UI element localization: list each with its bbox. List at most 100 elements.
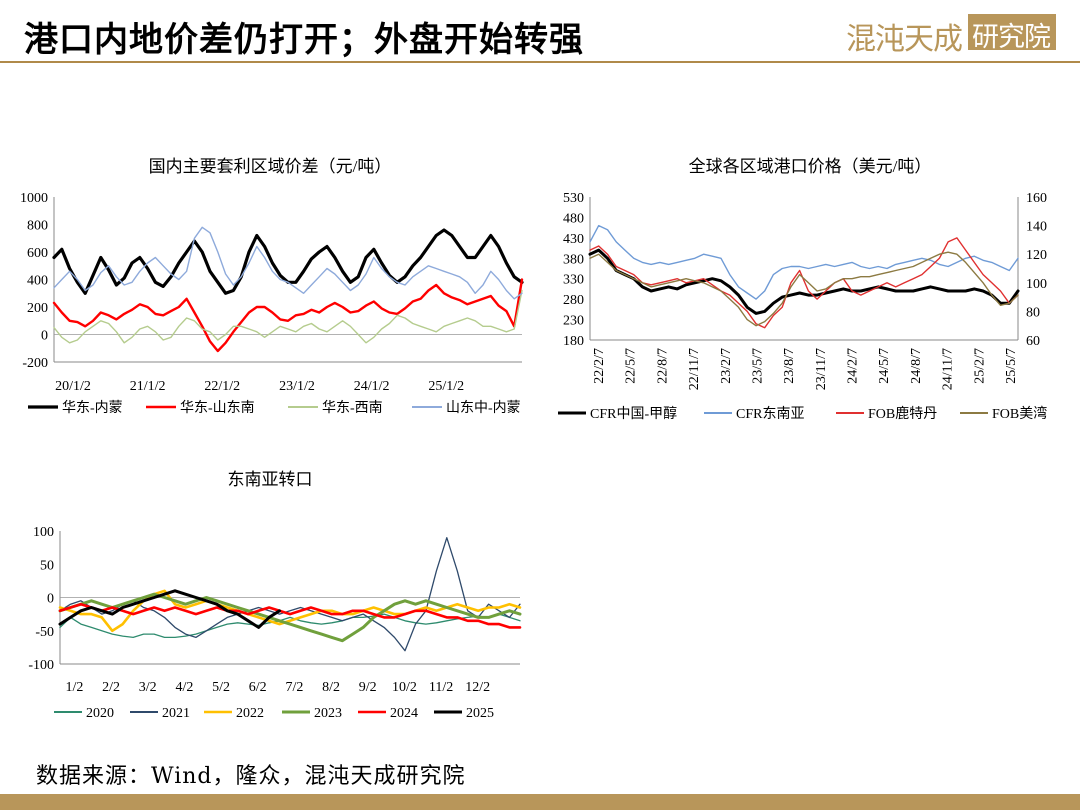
legend-label: 2021: [162, 706, 190, 721]
series-line-4: [58, 592, 522, 643]
x-tick-label: 23/2/7: [719, 348, 734, 384]
y-tick-label: 50: [40, 558, 54, 573]
chart-title: 国内主要套利区域价差（元/吨）: [149, 157, 392, 176]
legend-label: 华东-内蒙: [62, 400, 123, 416]
y2-tick-label: 120: [1026, 248, 1047, 263]
x-tick-label: 10/2: [392, 680, 417, 695]
legend-label: FOB美湾: [992, 405, 1047, 422]
series-line-1: [588, 248, 1020, 315]
x-tick-label: 5/2: [212, 680, 230, 695]
y-tick-label: 430: [563, 232, 584, 247]
x-tick-label: 24/8/7: [909, 348, 924, 384]
chart-title: 东南亚转口: [228, 470, 313, 489]
y2-tick-label: 160: [1026, 191, 1047, 206]
data-source-note: 数据来源：Wind，隆众，混沌天成研究院: [36, 764, 466, 789]
legend-label: 华东-西南: [322, 400, 383, 416]
logo-badge-text: 研究院: [972, 22, 1051, 53]
chart-domestic-spread: 国内主要套利区域价差（元/吨） -200 0 200 400 600 800 1000 20/1…: [20, 157, 524, 416]
y2-tick-label: 140: [1026, 220, 1047, 235]
legend-label: 华东-山东南: [180, 400, 255, 416]
y-tick-label: 200: [27, 301, 48, 316]
series-line-4: [53, 226, 523, 300]
x-tick-label: 7/2: [285, 680, 303, 695]
x-tick-label: 23/11/7: [814, 348, 829, 390]
y-tick-label: 380: [563, 252, 584, 267]
x-tick-label: 22/5/7: [624, 348, 639, 384]
x-tick-label: 23/1/2: [279, 379, 315, 394]
series-line-5: [58, 602, 522, 629]
y-tick-label: 230: [563, 314, 584, 329]
x-tick-label: 24/2/7: [846, 348, 861, 384]
series-line-6: [58, 589, 281, 629]
y2-tick-label: 100: [1026, 277, 1047, 292]
chart-global-port-prices: 全球各区域港口价格（美元/吨） 180 230 280 330 380 430 480 530 6…: [558, 157, 1047, 422]
footer-bar: [0, 794, 1080, 810]
logo-text: 混沌天成: [846, 22, 963, 57]
x-tick-label: 4/2: [175, 680, 193, 695]
y-tick-label: 280: [563, 293, 584, 308]
y-tick-label: 1000: [20, 191, 48, 206]
series-line-3: [58, 589, 522, 633]
x-tick-label: 24/11/7: [941, 348, 956, 390]
y-tick-label: 530: [563, 191, 584, 206]
x-tick-label: 25/2/7: [972, 348, 987, 384]
y-tick-label: 600: [27, 246, 48, 261]
x-tick-label: 22/2/7: [592, 348, 607, 384]
x-tick-label: 12/2: [465, 680, 490, 695]
legend-label: 2024: [390, 706, 418, 721]
y-tick-label: -50: [35, 625, 54, 640]
y2-tick-label: 60: [1026, 334, 1040, 349]
y2-tick-label: 80: [1026, 305, 1040, 320]
series-line-3: [53, 289, 523, 344]
x-tick-label: 11/2: [429, 680, 453, 695]
y-tick-label: 100: [33, 525, 54, 540]
x-tick-label: 3/2: [139, 680, 157, 695]
series-line-2: [589, 224, 1019, 300]
legend-label: 2020: [86, 706, 114, 721]
y-tick-label: -200: [22, 356, 48, 371]
legend-label: 2025: [466, 706, 494, 721]
x-tick-label: 22/8/7: [655, 348, 670, 384]
chart-sea-reexport: 东南亚转口 -100 -50 0 50 100 1/2 2/2 3/2 4/2 5/2 6/2 7/2 8…: [28, 470, 522, 721]
series-line-4: [589, 251, 1019, 327]
y-tick-label: 330: [563, 273, 584, 288]
series-line-2: [52, 278, 524, 353]
legend-label: CFR中国-甲醇: [590, 405, 677, 422]
series-line-2: [59, 537, 521, 652]
x-tick-label: 2/2: [102, 680, 120, 695]
legend-label: 山东中-内蒙: [446, 400, 521, 416]
series-line-1: [52, 228, 524, 295]
x-tick-label: 22/11/7: [687, 348, 702, 390]
x-tick-label: 22/1/2: [204, 379, 240, 394]
series-line-3: [589, 237, 1019, 329]
x-tick-label: 24/1/2: [354, 379, 390, 394]
x-tick-label: 1/2: [65, 680, 83, 695]
legend-label: CFR东南亚: [736, 406, 804, 422]
series-line-1: [59, 613, 521, 639]
logo-badge: 研究院: [968, 14, 1056, 53]
legend-label: FOB鹿特丹: [868, 405, 937, 422]
header-divider: [0, 61, 1080, 63]
y-tick-label: -100: [28, 658, 54, 673]
y-tick-label: 0: [47, 592, 54, 607]
legend-label: 2023: [314, 706, 342, 721]
brand-logo: 混沌天成 研究院: [846, 10, 1058, 57]
x-tick-label: 9/2: [359, 680, 377, 695]
legend-label: 2022: [236, 706, 264, 721]
x-tick-label: 20/1/2: [55, 379, 91, 394]
y-tick-label: 180: [563, 334, 584, 349]
x-tick-label: 21/1/2: [130, 379, 166, 394]
y-tick-label: 400: [27, 274, 48, 289]
x-tick-label: 23/8/7: [782, 348, 797, 384]
chart-title: 全球各区域港口价格（美元/吨）: [689, 157, 932, 176]
y-tick-label: 0: [41, 329, 48, 344]
y-tick-label: 800: [27, 219, 48, 234]
x-tick-label: 25/5/7: [1004, 348, 1019, 384]
x-tick-label: 6/2: [249, 680, 267, 695]
x-tick-label: 25/1/2: [428, 379, 464, 394]
x-tick-label: 23/5/7: [750, 348, 765, 384]
x-tick-label: 24/5/7: [877, 348, 892, 384]
x-tick-label: 8/2: [322, 680, 340, 695]
y-tick-label: 480: [563, 211, 584, 226]
page-title: 港口内地价差仍打开；外盘开始转强: [24, 20, 584, 60]
